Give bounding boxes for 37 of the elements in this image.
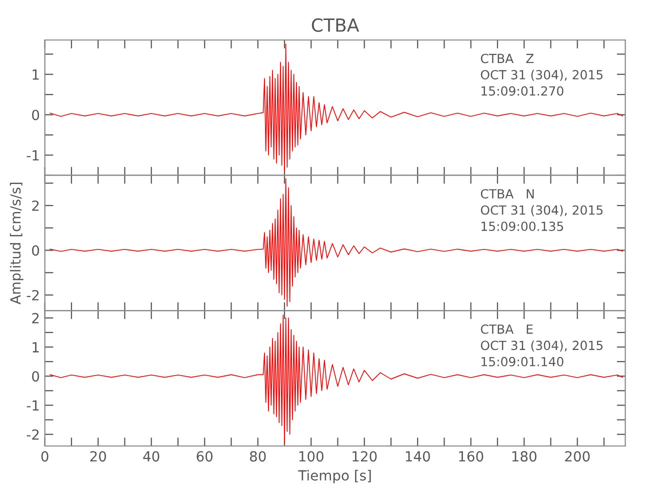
annotation: 15:09:01.270 bbox=[482, 86, 564, 96]
annotation: OCT 31 (304), 2015 bbox=[480, 70, 603, 81]
x-tick-label: 40 bbox=[143, 451, 160, 462]
x-tick-label: 80 bbox=[250, 451, 266, 462]
x-tick-label: 60 bbox=[196, 451, 213, 462]
annotation: CTBA N bbox=[480, 189, 534, 199]
y-tick-label: -2 bbox=[26, 290, 39, 300]
x-tick-label: 160 bbox=[459, 451, 484, 462]
y-tick-label: 1 bbox=[32, 342, 39, 352]
y-tick-label: 2 bbox=[32, 312, 39, 324]
line-series bbox=[50, 178, 624, 307]
x-tick-label: 180 bbox=[512, 451, 536, 462]
x-axis-title: Tiempo [s] bbox=[298, 470, 371, 484]
y-tick-label: 0 bbox=[32, 371, 40, 382]
x-tick-label: 200 bbox=[565, 451, 590, 462]
x-tick-label: 100 bbox=[299, 451, 324, 462]
chart-title: CTBA bbox=[312, 18, 360, 32]
y-tick-label: 0 bbox=[32, 110, 40, 120]
annotation: OCT 31 (304), 2015 bbox=[480, 205, 603, 216]
y-tick-label: 2 bbox=[32, 200, 39, 211]
annotation: OCT 31 (304), 2015 bbox=[480, 340, 603, 352]
annotation: 15:09:00.135 bbox=[482, 222, 564, 232]
y-tick-label: -1 bbox=[26, 150, 39, 160]
annotation: 15:09:01.140 bbox=[482, 356, 564, 366]
annotation: CTBA E bbox=[480, 324, 533, 334]
x-tick-label: 20 bbox=[90, 451, 106, 462]
line-series bbox=[50, 314, 624, 444]
line-series bbox=[50, 44, 624, 172]
y-tick-label: 1 bbox=[32, 69, 39, 80]
y-tick-label: -1 bbox=[26, 400, 39, 411]
annotation: CTBA Z bbox=[480, 54, 534, 64]
x-tick-label: 0 bbox=[41, 451, 48, 462]
y-tick-label: 0 bbox=[32, 245, 40, 256]
y-tick-label: -2 bbox=[26, 429, 39, 440]
x-tick-label: 140 bbox=[406, 451, 430, 462]
y-axis-title: Amplitud [cm/s/s] bbox=[10, 182, 24, 304]
x-tick-label: 120 bbox=[352, 451, 377, 462]
